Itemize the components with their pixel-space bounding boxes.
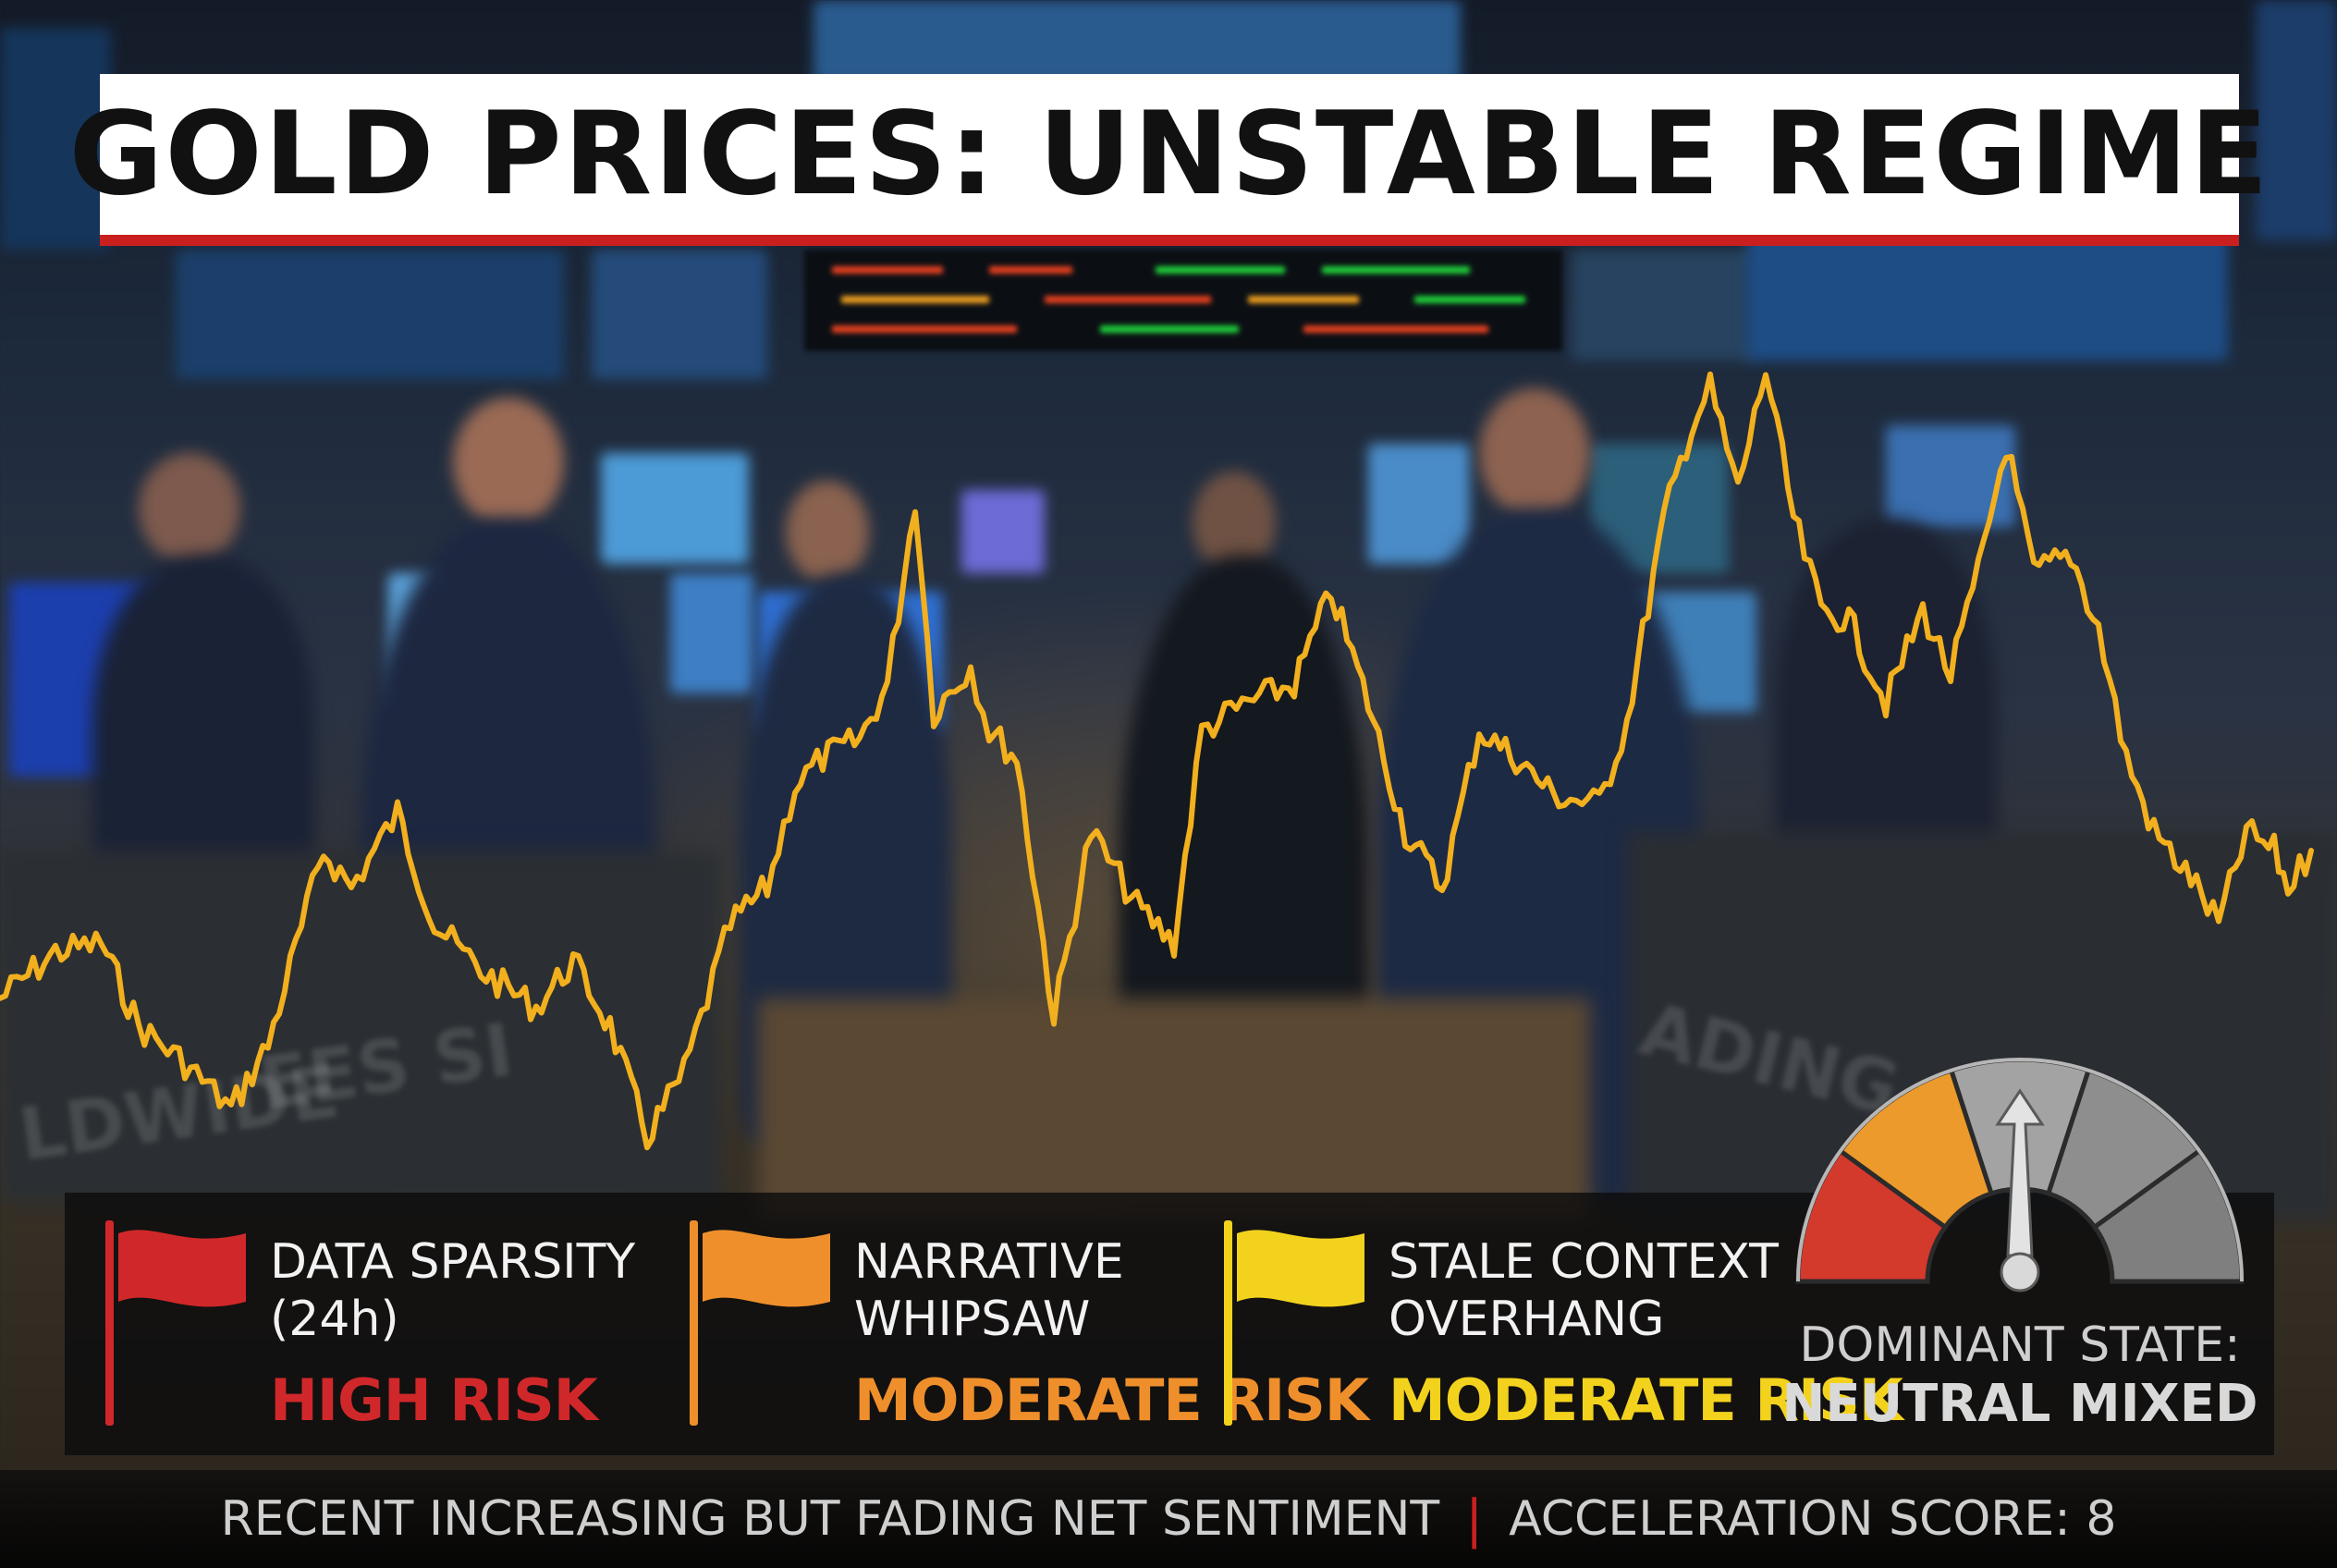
- yellow-flag-icon: [1237, 1230, 1364, 1307]
- risk-label: NARRATIVE WHIPSAW: [854, 1234, 1124, 1347]
- sentiment-text: RECENT INCREASING BUT FADING NET SENTIME…: [220, 1491, 1440, 1547]
- acceleration-score: ACCELERATION SCORE: 8: [1509, 1491, 2117, 1547]
- gauge-dial: [1795, 1057, 2245, 1292]
- sentiment-gauge: [1795, 1057, 2245, 1292]
- title-banner: GOLD PRICES: UNSTABLE REGIME: [69, 74, 2268, 246]
- dominant-state-label: DOMINANT STATE:: [1799, 1317, 2241, 1373]
- risk-level-moderate: MODERATE RISK: [1389, 1366, 1903, 1434]
- risk-panel: DATA SPARSITY (24h) HIGH RISK NARRATIVE …: [65, 1193, 2274, 1455]
- flag-pole: [1224, 1220, 1232, 1426]
- footer-bar: RECENT INCREASING BUT FADING NET SENTIME…: [0, 1470, 2337, 1568]
- risk-level-moderate: MODERATE RISK: [854, 1366, 1369, 1434]
- gauge-needle-icon: [1995, 1088, 2045, 1292]
- footer-separator: |: [1465, 1488, 1484, 1550]
- risk-label: DATA SPARSITY (24h): [270, 1234, 636, 1347]
- ticker-board: [804, 250, 1562, 351]
- risk-label: STALE CONTEXT OVERHANG: [1389, 1234, 1779, 1347]
- red-flag-icon: [118, 1230, 246, 1307]
- gold-price-line: [0, 371, 2314, 1151]
- page-title: GOLD PRICES: UNSTABLE REGIME: [68, 88, 2270, 221]
- risk-level-high: HIGH RISK: [270, 1366, 598, 1434]
- flag-pole: [690, 1220, 698, 1426]
- dominant-state-value: NEUTRAL MIXED: [1781, 1374, 2258, 1434]
- gauge-caption: DOMINANT STATE: NEUTRAL MIXED: [1761, 1317, 2279, 1435]
- orange-flag-icon: [703, 1230, 830, 1307]
- flag-pole: [105, 1220, 114, 1426]
